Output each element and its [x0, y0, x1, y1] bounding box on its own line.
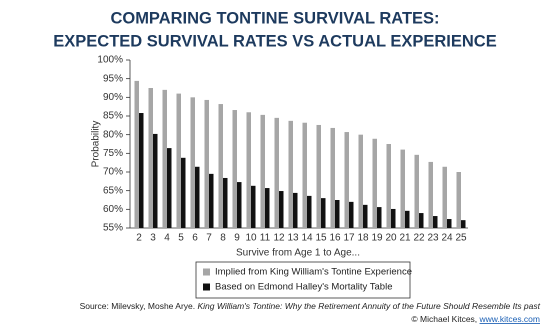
chart-title: COMPARING TONTINE SURVIVAL RATES:	[110, 9, 439, 27]
x-tick-label: 17	[343, 233, 355, 244]
bar	[433, 216, 438, 228]
bar	[321, 198, 326, 228]
y-tick-label: 75%	[103, 148, 123, 159]
x-tick-label: 2	[136, 233, 142, 244]
x-tick-label: 12	[273, 233, 285, 244]
source: Source: Milevsky, Moshe Arye. King Willi…	[80, 301, 541, 311]
bar	[223, 177, 228, 228]
x-tick-label: 24	[441, 233, 453, 244]
legend-label: Implied from King William's Tontine Expe…	[215, 267, 412, 278]
bar	[377, 207, 382, 228]
y-tick-label: 70%	[103, 167, 123, 178]
legend-swatch	[203, 283, 210, 291]
y-axis-label: Probability	[91, 121, 102, 168]
x-tick-label: 21	[399, 233, 411, 244]
bar	[414, 154, 419, 228]
bar	[218, 104, 223, 228]
x-tick-label: 20	[385, 233, 397, 244]
bar	[162, 89, 167, 228]
bar	[344, 132, 349, 228]
x-tick-label: 5	[178, 233, 184, 244]
bar	[209, 173, 214, 228]
bar	[302, 122, 307, 228]
x-tick-label: 15	[315, 233, 327, 244]
y-tick-label: 60%	[103, 204, 123, 215]
bar	[293, 192, 298, 228]
credit-link[interactable]: www.kitces.com	[479, 314, 540, 324]
x-tick-label: 13	[287, 233, 299, 244]
y-tick-label: 80%	[103, 129, 123, 140]
bar	[428, 161, 433, 228]
y-tick-label: 90%	[103, 92, 123, 103]
bar	[237, 182, 242, 228]
y-tick-label: 65%	[103, 185, 123, 196]
legend-box	[195, 261, 411, 299]
bar	[405, 210, 410, 228]
bar	[195, 166, 200, 228]
bar	[372, 138, 377, 228]
bar	[260, 114, 265, 228]
bar	[246, 112, 251, 228]
source-text: Source: Milevsky, Moshe Arye.	[80, 301, 198, 311]
bar	[176, 93, 181, 228]
bar	[274, 117, 279, 228]
bar	[134, 80, 139, 228]
bar	[316, 124, 321, 228]
bar	[349, 201, 354, 228]
bar	[456, 172, 461, 228]
x-tick-label: 18	[357, 233, 369, 244]
bar	[181, 157, 186, 228]
x-tick-label: 22	[413, 233, 425, 244]
y-tick-label: 100%	[97, 55, 123, 66]
bar	[288, 120, 293, 228]
x-tick-label: 7	[206, 233, 212, 244]
bar	[204, 99, 209, 229]
bar	[391, 208, 396, 228]
bar	[167, 148, 172, 228]
x-axis-label: Survive from Age 1 to Age...	[236, 248, 360, 259]
bar	[461, 220, 466, 228]
legend-swatch	[203, 268, 210, 276]
bar	[265, 188, 270, 228]
credit-text: © Michael Kitces,	[411, 314, 479, 324]
bar	[232, 110, 237, 228]
credit: © Michael Kitces, www.kitces.com	[411, 314, 540, 324]
x-tick-label: 25	[455, 233, 467, 244]
bar	[251, 185, 256, 228]
x-tick-label: 19	[371, 233, 383, 244]
bar	[330, 127, 335, 228]
x-tick-label: 23	[427, 233, 439, 244]
x-tick-label: 6	[192, 233, 198, 244]
x-tick-label: 11	[260, 233, 271, 244]
chart-title: EXPECTED SURVIVAL RATES VS ACTUAL EXPERI…	[53, 32, 496, 50]
bar	[148, 88, 153, 228]
x-tick-label: 10	[245, 233, 257, 244]
source-title: King William's Tontine: Why the Retireme…	[198, 301, 541, 311]
bar	[335, 200, 340, 228]
bar	[386, 144, 391, 228]
bar	[419, 213, 424, 228]
x-tick-label: 4	[164, 233, 170, 244]
x-tick-label: 8	[220, 233, 226, 244]
bar	[307, 195, 312, 228]
y-tick-label: 95%	[103, 73, 123, 84]
bar	[400, 149, 405, 228]
y-tick-label: 55%	[103, 223, 123, 234]
x-tick-label: 9	[234, 233, 240, 244]
bar	[447, 219, 452, 228]
x-tick-label: 14	[301, 233, 313, 244]
bar	[153, 133, 158, 228]
bar	[139, 113, 144, 228]
bar	[279, 191, 284, 228]
bar	[190, 97, 195, 228]
y-tick-label: 85%	[103, 111, 123, 122]
bar	[442, 166, 447, 228]
x-tick-label: 16	[329, 233, 341, 244]
bar	[358, 134, 363, 228]
bar	[363, 204, 368, 228]
legend-label: Based on Edmond Halley's Mortality Table	[215, 282, 392, 293]
x-tick-label: 3	[150, 233, 156, 244]
